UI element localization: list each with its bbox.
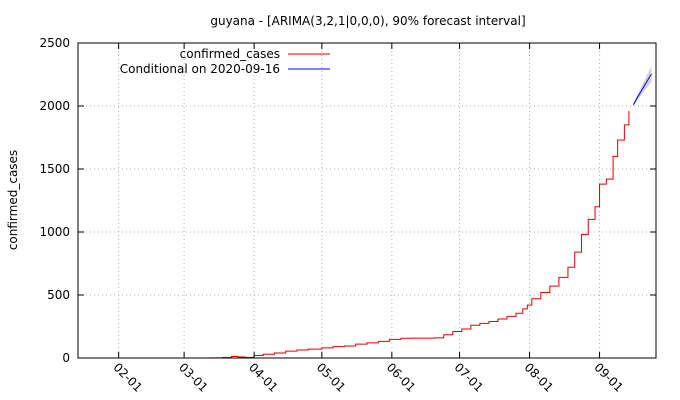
legend: confirmed_cases Conditional on 2020-09-1… xyxy=(120,47,330,76)
y-axis-label: confirmed_cases xyxy=(6,150,20,250)
y-tick-label: 1500 xyxy=(39,162,70,176)
series-line-confirmed-cases xyxy=(208,111,630,359)
chart-title: guyana - [ARIMA(3,2,1|0,0,0), 90% foreca… xyxy=(210,14,525,28)
plot-frame xyxy=(77,42,657,359)
y-tick-labels: 0 500 1000 1500 2000 2500 xyxy=(39,36,70,365)
legend-label-confirmed-cases: confirmed_cases xyxy=(180,47,280,61)
tick-marks xyxy=(78,42,656,359)
y-tick-label: 500 xyxy=(47,288,70,302)
y-tick-label: 0 xyxy=(62,351,70,365)
grid-lines xyxy=(78,43,656,358)
series-lines xyxy=(208,73,652,359)
y-tick-label: 2500 xyxy=(39,36,70,50)
y-tick-label: 2000 xyxy=(39,99,70,113)
y-tick-label: 1000 xyxy=(39,225,70,239)
legend-label-conditional: Conditional on 2020-09-16 xyxy=(120,62,280,76)
series-line-conditional-forecast xyxy=(632,73,652,105)
